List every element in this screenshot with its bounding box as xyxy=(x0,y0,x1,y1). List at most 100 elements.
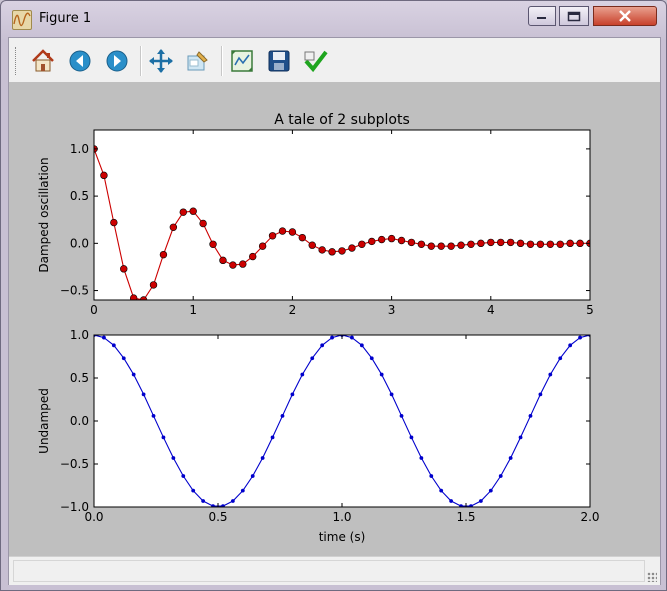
zoom-rect-icon xyxy=(187,51,208,71)
y-axis-label: Undamped xyxy=(37,388,51,454)
data-point xyxy=(487,238,495,247)
data-point xyxy=(338,247,346,255)
figure-canvas[interactable]: 0 1 2 3 4 5 1.0 0.5 0.0 −0.5 A tale of 2 subplots D… xyxy=(9,82,660,556)
back-button[interactable] xyxy=(66,47,94,75)
x-tick-label: 1.5 xyxy=(456,510,475,524)
data-point xyxy=(199,219,207,228)
data-point xyxy=(497,238,505,247)
data-point xyxy=(389,392,394,397)
x-tick-label: 5 xyxy=(586,303,594,317)
toolbar-separator xyxy=(140,46,142,76)
data-point xyxy=(300,372,305,377)
data-point xyxy=(369,356,374,361)
data-point xyxy=(169,223,178,231)
data-point xyxy=(526,240,535,248)
forward-button[interactable] xyxy=(103,47,131,75)
size-grip-icon[interactable] xyxy=(647,572,657,582)
data-point xyxy=(201,499,206,503)
data-point xyxy=(102,335,106,340)
zoom-button[interactable] xyxy=(184,47,212,75)
data-point xyxy=(328,248,336,256)
data-point xyxy=(310,356,315,361)
data-point xyxy=(358,240,366,248)
pan-button[interactable] xyxy=(147,47,175,75)
data-point xyxy=(359,343,364,348)
forward-arrow-icon xyxy=(106,50,128,72)
edit-parameters-button[interactable] xyxy=(302,47,330,75)
x-tick-label: 0 xyxy=(90,303,98,317)
toolbar-grip[interactable] xyxy=(15,47,19,75)
data-point xyxy=(151,413,156,418)
x-tick-label: 2.0 xyxy=(580,510,599,524)
data-point xyxy=(528,413,533,418)
pan-arrows-icon xyxy=(149,49,173,73)
x-tick-label: 1 xyxy=(189,303,197,317)
data-point xyxy=(280,413,285,418)
data-point xyxy=(249,252,257,261)
data-point xyxy=(141,392,146,397)
y-tick-label: 1.0 xyxy=(70,328,89,342)
data-point xyxy=(250,474,255,478)
data-point xyxy=(131,372,136,377)
data-point xyxy=(260,456,265,460)
data-point xyxy=(439,488,444,493)
data-point xyxy=(518,435,523,440)
data-point xyxy=(229,261,237,269)
configure-subplots-button[interactable] xyxy=(228,47,256,75)
window-client: 0 1 2 3 4 5 1.0 0.5 0.0 −0.5 A tale of 2 subplots D… xyxy=(8,37,661,585)
data-point xyxy=(409,435,414,440)
data-point xyxy=(230,499,235,503)
data-point xyxy=(488,488,493,493)
axes-frame-1 xyxy=(93,129,591,301)
close-button[interactable] xyxy=(593,6,657,26)
data-point xyxy=(110,218,118,227)
y-tick-label: 0.5 xyxy=(70,371,89,385)
matplotlib-app-icon xyxy=(12,10,32,30)
figure-svg: 0 1 2 3 4 5 1.0 0.5 0.0 −0.5 A tale of 2 subplots D… xyxy=(37,112,600,544)
maximize-icon xyxy=(567,11,581,21)
y-tick-label: 0.0 xyxy=(70,236,89,250)
data-point xyxy=(437,242,445,250)
data-point xyxy=(159,250,168,259)
x-tick-label: 0.5 xyxy=(208,510,227,524)
data-point xyxy=(149,281,158,289)
y-tick-label: 0.5 xyxy=(70,189,89,203)
status-bar xyxy=(9,556,660,585)
data-point xyxy=(467,240,475,248)
data-point xyxy=(330,335,334,340)
close-icon xyxy=(619,10,631,22)
toolbar-separator xyxy=(221,46,223,76)
data-point xyxy=(189,207,197,215)
minimize-button[interactable] xyxy=(528,6,556,26)
data-point xyxy=(477,239,485,248)
navigation-toolbar xyxy=(9,38,660,83)
data-point xyxy=(120,265,128,273)
data-point xyxy=(320,343,325,348)
y-tick-label: 1.0 xyxy=(70,142,89,156)
axes-background-1 xyxy=(94,130,590,300)
data-point xyxy=(536,240,545,248)
data-point xyxy=(546,240,555,248)
series-group-1 xyxy=(94,145,590,300)
data-point xyxy=(516,239,525,248)
data-point xyxy=(478,499,483,503)
maximize-button[interactable] xyxy=(559,6,589,26)
data-point xyxy=(449,499,454,503)
data-point xyxy=(139,296,148,300)
data-point xyxy=(417,240,426,248)
home-button[interactable] xyxy=(29,47,57,75)
data-point xyxy=(221,504,225,507)
data-point xyxy=(506,238,515,247)
series-line-2 xyxy=(94,335,590,507)
data-point xyxy=(387,234,396,243)
save-button[interactable] xyxy=(265,47,293,75)
minimize-icon xyxy=(537,17,546,19)
data-point xyxy=(427,242,435,250)
data-point xyxy=(219,256,227,265)
title-bar[interactable]: Figure 1 xyxy=(1,1,666,37)
data-point xyxy=(171,456,176,460)
x-tick-label: 1.0 xyxy=(332,510,351,524)
data-point xyxy=(558,356,563,361)
data-point xyxy=(161,435,166,440)
data-point xyxy=(459,504,463,507)
